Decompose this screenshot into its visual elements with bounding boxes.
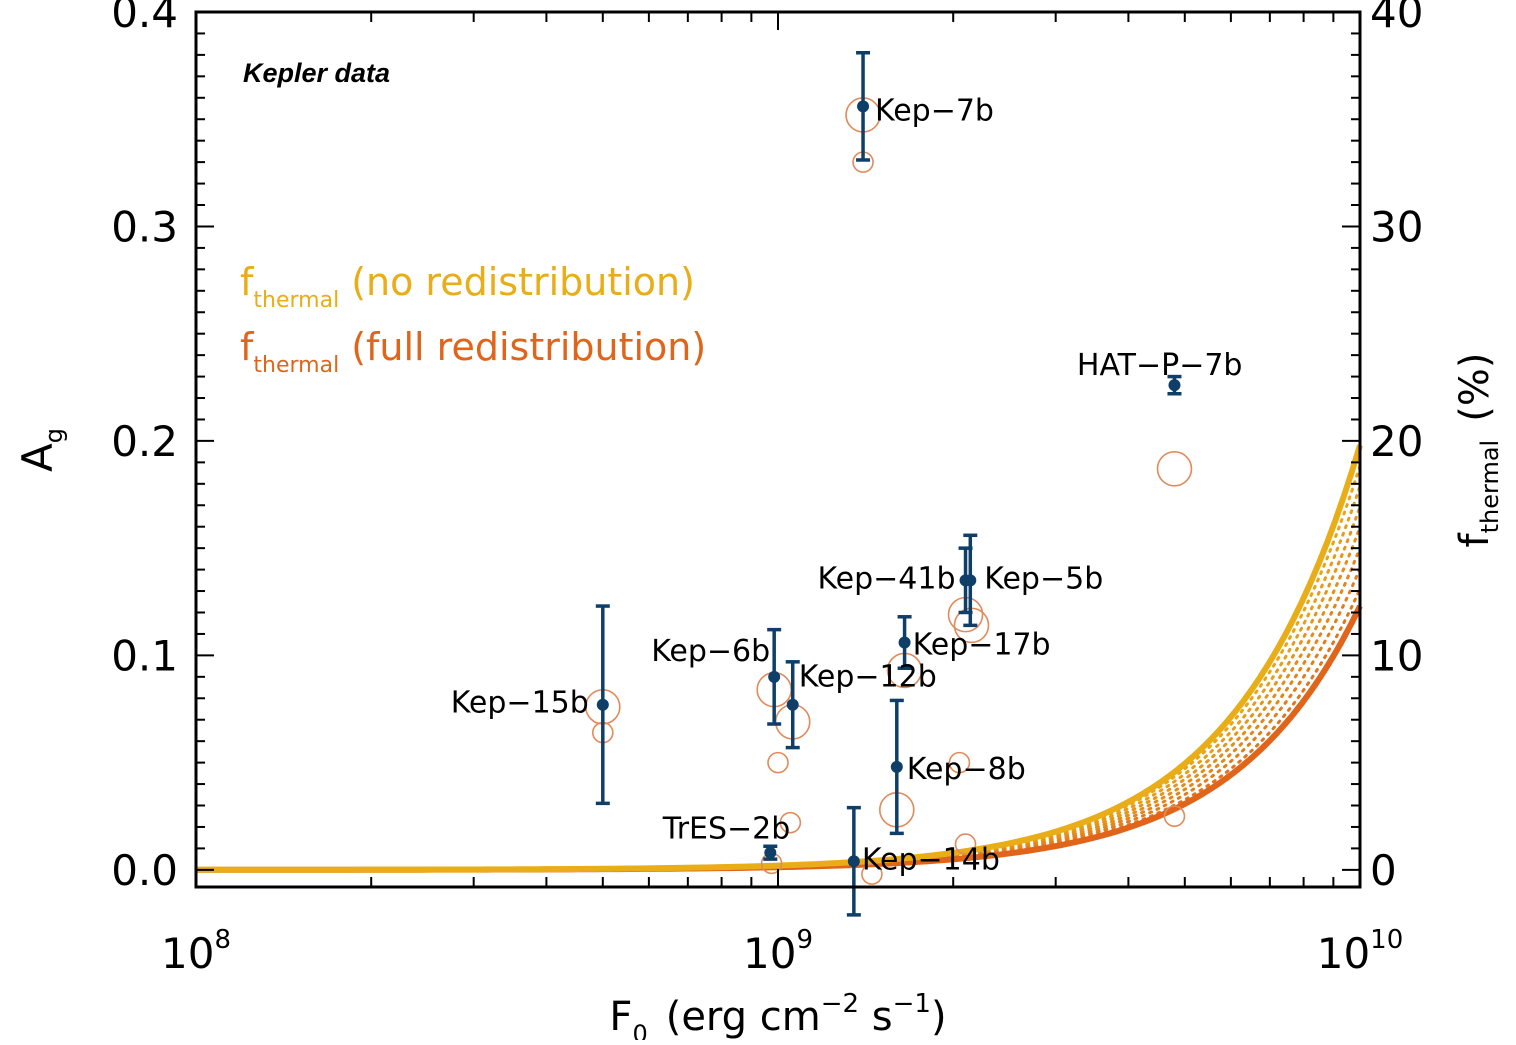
data-point-label: TrES−2b xyxy=(662,812,791,847)
y-axis-title: Ag xyxy=(13,428,68,472)
y2-axis-title: fthermal(%) xyxy=(1452,353,1504,548)
thermal-marker xyxy=(1163,805,1186,828)
thermal-markers xyxy=(585,97,1193,885)
data-point xyxy=(596,698,609,711)
data-point xyxy=(786,698,799,711)
data-point xyxy=(1168,379,1181,392)
thermal-marker xyxy=(861,863,883,885)
x-tick-label: 109 xyxy=(743,925,813,978)
data-point-label: Kep−6b xyxy=(651,634,770,669)
data-point xyxy=(764,846,777,859)
y2-tick-label: 30 xyxy=(1370,202,1423,251)
data-point xyxy=(964,574,977,587)
x-tick-label: 1010 xyxy=(1317,925,1404,978)
thermal-curve-intermediate xyxy=(194,464,1362,872)
data-point xyxy=(847,855,860,868)
data-point xyxy=(890,760,903,773)
data-point xyxy=(898,636,911,649)
y2-tick-label: 20 xyxy=(1370,417,1423,466)
thermal-curves xyxy=(194,444,1363,873)
x-axis-title: F0 (erg cm−2 s−1) xyxy=(609,989,946,1040)
data-point xyxy=(768,670,781,683)
data-point-label: Kep−41b xyxy=(817,561,955,596)
legend-item-full-redistribution: fthermal (full redistribution) xyxy=(240,325,706,378)
thermal-curve-no-redistribution xyxy=(196,444,1363,873)
plot-frame xyxy=(194,10,1362,889)
annotation-kepler-data: Kepler data xyxy=(243,58,390,88)
thermal-marker xyxy=(948,751,971,774)
data-point-label: HAT−P−7b xyxy=(1077,348,1243,383)
data-point-label: Kep−15b xyxy=(451,686,589,721)
data-points: Kep−7b HAT−P−7b Kep−41b Kep−5b Kep−17b Kep−6b… xyxy=(451,50,1243,917)
thermal-marker xyxy=(767,751,789,774)
legend: fthermal (no redistribution) fthermal (ful… xyxy=(240,260,706,378)
y2-tick-label: 0 xyxy=(1370,846,1397,895)
data-point-label: Kep−8b xyxy=(907,752,1026,787)
data-point xyxy=(857,100,870,113)
y-tick-label: 0.1 xyxy=(111,631,178,680)
legend-item-no-redistribution: fthermal (no redistribution) xyxy=(240,260,695,313)
y-tick-label: 0.4 xyxy=(111,0,178,37)
thermal-marker xyxy=(954,833,977,855)
thermal-marker xyxy=(779,811,802,834)
y2-tick-label: 40 xyxy=(1370,0,1423,37)
data-point-label: Kep−14b xyxy=(862,842,1000,877)
y-tick-label: 0.2 xyxy=(111,417,178,466)
data-point-label: Kep−12b xyxy=(799,660,937,695)
y2-tick-label: 10 xyxy=(1370,631,1423,680)
axes: 108 109 1010 0.0 0.1 0.2 0.3 0.4 0 10 20 30 40 xyxy=(111,0,1423,978)
y-tick-label: 0.3 xyxy=(111,202,178,251)
data-point-label: Kep−17b xyxy=(913,628,1051,663)
y-tick-label: 0.0 xyxy=(111,846,178,895)
x-tick-label: 108 xyxy=(161,925,231,978)
data-point-label: Kep−5b xyxy=(984,561,1103,596)
data-point-label: Kep−7b xyxy=(875,93,994,128)
thermal-marker xyxy=(1156,451,1193,487)
